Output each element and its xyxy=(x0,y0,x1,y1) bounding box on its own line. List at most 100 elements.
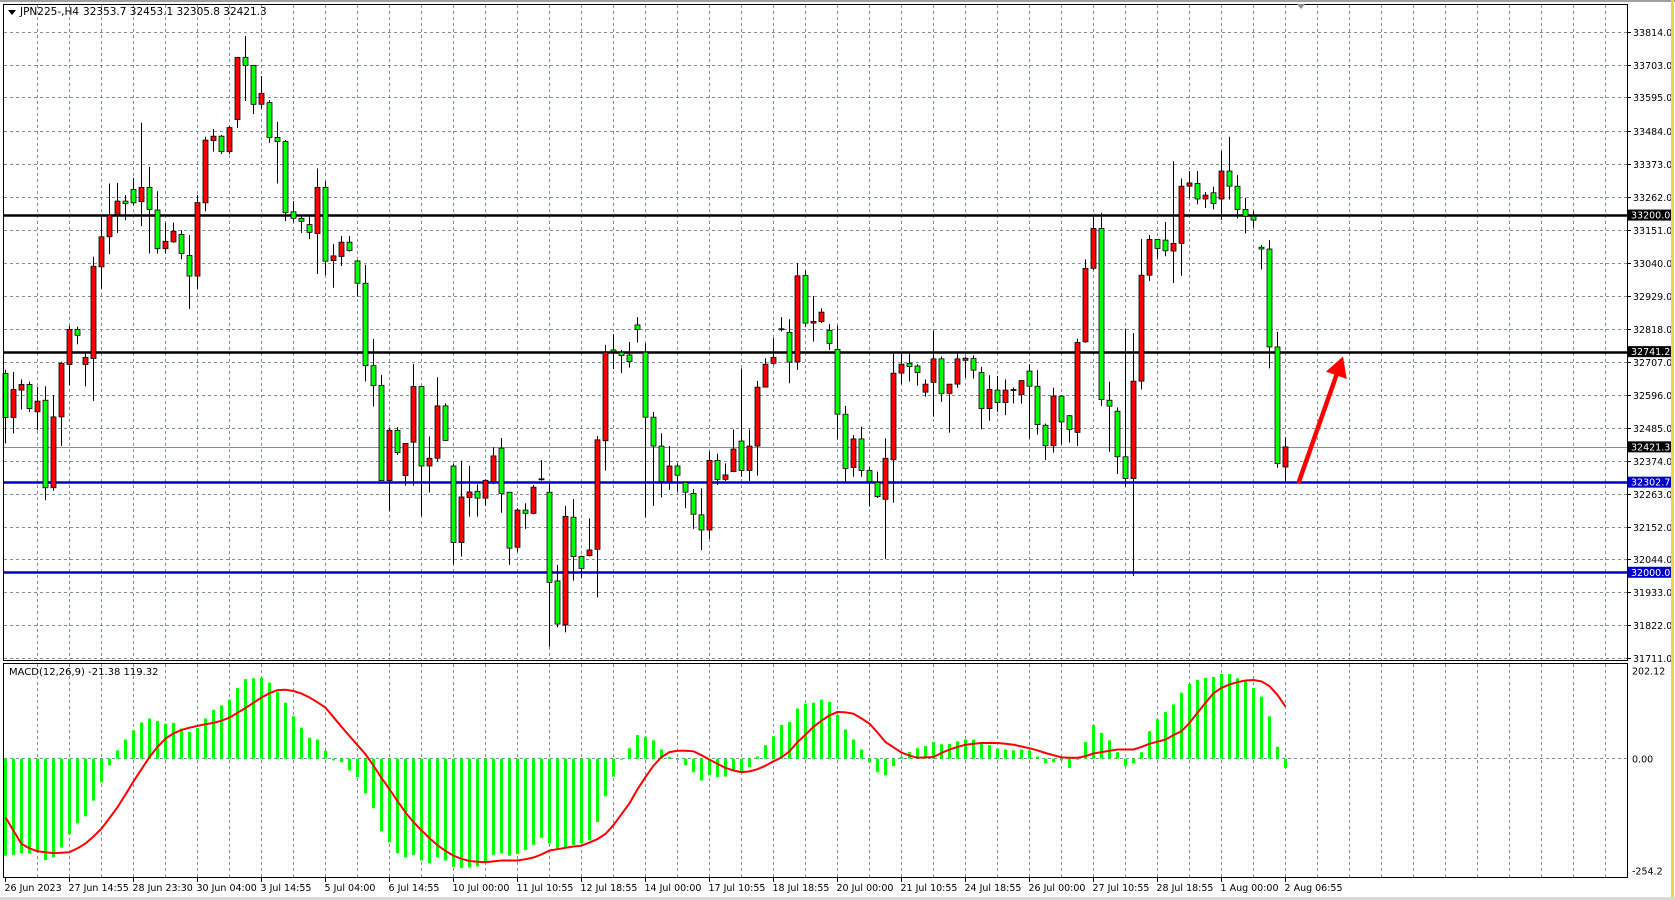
candle-body-bull xyxy=(594,439,601,550)
macd-histogram-bar xyxy=(932,742,935,759)
candle-body-bull xyxy=(762,363,769,388)
candle-body-bear xyxy=(1042,424,1049,447)
candle xyxy=(226,126,233,155)
candle xyxy=(994,376,1001,412)
candle-body-bear xyxy=(994,389,1001,404)
candle-body-bear xyxy=(1242,209,1249,217)
price-tick-label: 33595.0 xyxy=(1633,93,1672,104)
macd-histogram-bar xyxy=(1276,746,1279,759)
price-tick-label: 32152.0 xyxy=(1633,523,1672,534)
macd-histogram-bar xyxy=(468,758,471,868)
arrow-head-icon xyxy=(1325,356,1347,379)
dropdown-triangle-icon[interactable] xyxy=(8,9,16,15)
candle-body-bear xyxy=(186,255,193,277)
candle-body-bull xyxy=(458,496,465,543)
candle-body-bear xyxy=(578,556,585,569)
candle xyxy=(914,364,921,386)
macd-histogram-bar xyxy=(1132,758,1135,764)
price-panel-frame xyxy=(3,4,1628,661)
candle-body-bull xyxy=(722,474,729,480)
candle-body-bear xyxy=(418,386,425,467)
macd-histogram-bar xyxy=(516,758,519,854)
candle xyxy=(626,341,633,368)
macd-histogram-bar xyxy=(980,742,983,759)
macd-histogram-bar xyxy=(684,758,687,766)
candle xyxy=(450,463,457,565)
candle xyxy=(1122,328,1129,487)
candle xyxy=(138,122,145,227)
candle xyxy=(546,483,553,647)
macd-histogram-bar xyxy=(1108,740,1111,759)
candle-body-bear xyxy=(322,186,329,262)
macd-histogram-bar xyxy=(1268,716,1271,759)
time-axis-label: 14 Jul 00:00 xyxy=(645,883,702,894)
candle-body-bear xyxy=(1106,399,1113,407)
macd-histogram-bar xyxy=(396,758,399,854)
macd-histogram-bar xyxy=(996,748,999,759)
candle-body-bear xyxy=(842,413,849,469)
candle-body-bear xyxy=(1154,239,1161,249)
candle-body-bear xyxy=(1114,410,1121,458)
candle-body-bull xyxy=(1018,380,1025,395)
candle xyxy=(706,451,713,539)
candle-body-bull xyxy=(586,549,593,557)
candle xyxy=(170,222,177,243)
horizontal-levels[interactable] xyxy=(4,214,1627,574)
candle-body-bear xyxy=(698,514,705,531)
candle xyxy=(946,383,953,433)
candle-body-bull xyxy=(170,230,177,243)
macd-histogram-bar xyxy=(1068,758,1071,768)
candle-body-bear xyxy=(498,447,505,494)
candle xyxy=(338,235,345,266)
price-tick-label: 32263.0 xyxy=(1633,490,1672,501)
candle xyxy=(1282,437,1289,482)
macd-histogram-bar xyxy=(964,739,967,759)
candle-body-bear xyxy=(826,329,833,344)
candle-body-bull xyxy=(162,240,169,250)
macd-histogram-bar xyxy=(60,758,63,848)
macd-histogram-bar xyxy=(484,758,487,863)
candle xyxy=(362,264,369,382)
candle-body-bear xyxy=(690,492,697,515)
macd-histogram-bar xyxy=(332,758,335,761)
macd-histogram-bar xyxy=(604,758,607,797)
candle-body-bear xyxy=(1122,456,1129,479)
candle xyxy=(26,381,33,412)
macd-histogram-bar xyxy=(644,736,647,759)
candle xyxy=(746,429,753,481)
price-tick-label: 32485.0 xyxy=(1633,424,1672,435)
candle-body-bull xyxy=(1282,446,1289,468)
candle xyxy=(970,355,977,379)
candle-body-bull xyxy=(490,455,497,482)
macd-histogram-bar xyxy=(316,739,319,759)
candle-body-bull xyxy=(34,400,41,413)
candle xyxy=(1258,245,1265,270)
red-arrow-annotation[interactable] xyxy=(1296,356,1347,484)
macd-histogram-bar xyxy=(900,756,903,759)
macd-histogram-bar xyxy=(508,758,511,856)
candle xyxy=(802,270,809,327)
candle xyxy=(954,353,961,388)
candle-body-bull xyxy=(1146,239,1153,276)
candle xyxy=(1114,407,1121,475)
shift-marker-icon[interactable] xyxy=(1297,4,1305,9)
candle xyxy=(1130,332,1137,577)
candle xyxy=(810,296,817,342)
candle-body-bull xyxy=(946,383,953,394)
candle xyxy=(1026,364,1033,439)
candle xyxy=(610,334,617,369)
candle-body-bear xyxy=(1162,239,1169,252)
candle xyxy=(1018,380,1025,404)
candle xyxy=(834,325,841,440)
macd-tick-label: -254.2 xyxy=(1632,867,1663,878)
candle-body-bear xyxy=(778,328,785,331)
candle-body-bear xyxy=(298,217,305,222)
candle xyxy=(194,195,201,289)
macd-histogram-bar xyxy=(20,758,23,854)
macd-histogram-bar xyxy=(68,758,71,834)
grid xyxy=(4,5,1627,877)
time-axis-label: 26 Jun 2023 xyxy=(5,883,62,894)
macd-signal-line xyxy=(4,678,1287,864)
resistance-price-tag-bg xyxy=(1628,209,1671,221)
